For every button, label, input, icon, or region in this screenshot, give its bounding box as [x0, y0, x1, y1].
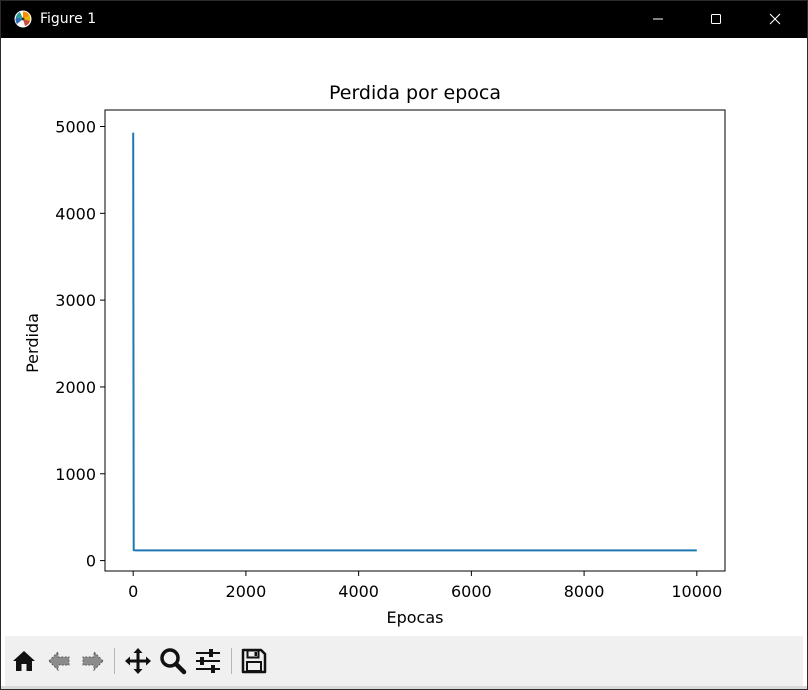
home-button[interactable] — [8, 644, 40, 678]
back-button[interactable] — [43, 644, 75, 678]
save-button[interactable] — [238, 644, 270, 678]
x-tick-label: 6000 — [451, 582, 492, 601]
navigation-toolbar — [5, 636, 803, 686]
y-tick-label: 5000 — [55, 117, 96, 136]
loss-series-line — [132, 132, 697, 552]
minimize-icon — [653, 18, 663, 20]
close-button[interactable] — [746, 0, 804, 38]
toolbar-separator — [114, 648, 115, 674]
plot-area — [104, 109, 726, 572]
x-axis-label: Epocas — [387, 608, 444, 627]
home-icon — [13, 651, 35, 671]
pan-move-icon — [125, 648, 151, 674]
y-tick-label: 0 — [86, 552, 96, 571]
y-tick-label: 3000 — [55, 291, 96, 310]
chart-title: Perdida por epoca — [329, 82, 501, 104]
forward-button[interactable] — [77, 644, 109, 678]
y-axis-ticks: 0 1000 2000 3000 4000 5000 — [55, 117, 105, 571]
y-axis-label: Perdida — [23, 313, 42, 373]
title-bar[interactable]: Figure 1 — [0, 0, 808, 38]
x-tick-label: 4000 — [338, 582, 379, 601]
configure-subplots-button[interactable] — [192, 644, 224, 678]
x-tick-label: 0 — [128, 582, 138, 601]
x-tick-label: 2000 — [226, 582, 267, 601]
maximize-button[interactable] — [687, 0, 745, 38]
window-title: Figure 1 — [40, 11, 97, 27]
y-tick-label: 4000 — [55, 204, 96, 223]
loss-chart: Perdida por epoca 0 2000 4000 6000 8000 10000… — [23, 82, 726, 627]
minimize-button[interactable] — [629, 0, 687, 38]
matplotlib-icon — [14, 10, 32, 28]
zoom-magnifier-icon — [160, 648, 187, 675]
window-bottom-edge — [0, 686, 808, 690]
pan-button[interactable] — [122, 644, 154, 678]
configure-subplots-icon — [196, 649, 220, 673]
maximize-icon — [711, 14, 721, 24]
x-tick-label: 8000 — [564, 582, 605, 601]
zoom-button[interactable] — [157, 644, 189, 678]
x-tick-label: 10000 — [671, 582, 722, 601]
back-arrow-icon — [48, 650, 70, 672]
toolbar-separator — [231, 648, 232, 674]
x-axis-ticks: 0 2000 4000 6000 8000 10000 — [128, 571, 722, 601]
y-tick-label: 1000 — [55, 465, 96, 484]
y-tick-label: 2000 — [55, 378, 96, 397]
figure-canvas[interactable]: Perdida por epoca 0 2000 4000 6000 8000 10000… — [5, 38, 803, 636]
close-icon — [769, 13, 781, 25]
save-floppy-icon — [241, 648, 267, 674]
forward-arrow-icon — [82, 650, 104, 672]
